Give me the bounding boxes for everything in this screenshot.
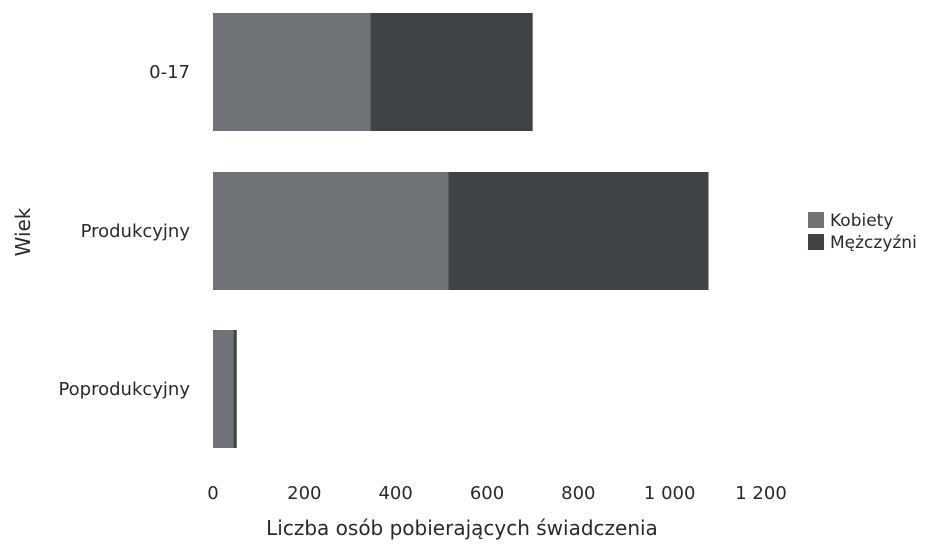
x-tick-label-3: 600 — [470, 483, 504, 504]
bar-mezczyzni-2 — [233, 330, 237, 448]
legend-swatch-1 — [808, 234, 824, 250]
category-labels: 0-17 Produkcyjny Poprodukcyjny — [58, 62, 190, 400]
bar-mezczyzni-0 — [370, 13, 533, 131]
legend-label-0: Kobiety — [830, 211, 893, 231]
category-label-1: Produkcyjny — [81, 221, 191, 242]
y-axis-title: Wiek — [11, 207, 35, 256]
x-tick-labels: 0 200 400 600 800 1 000 1 200 — [207, 483, 786, 504]
x-tick-label-2: 400 — [378, 483, 412, 504]
legend-swatch-0 — [808, 212, 824, 228]
x-tick-label-5: 1 000 — [644, 483, 696, 504]
x-tick-label-1: 200 — [287, 483, 321, 504]
x-tick-label-6: 1 200 — [735, 483, 787, 504]
category-label-2: Poprodukcyjny — [58, 379, 190, 400]
bar-kobiety-2 — [213, 330, 234, 448]
bars-layer — [213, 13, 709, 448]
legend-label-1: Mężczyźni — [830, 233, 917, 253]
bar-mezczyzni-1 — [448, 172, 709, 290]
category-label-0: 0-17 — [149, 62, 190, 83]
bar-kobiety-1 — [213, 172, 449, 290]
bar-kobiety-0 — [213, 13, 371, 131]
x-tick-label-0: 0 — [207, 483, 218, 504]
x-tick-label-4: 800 — [561, 483, 595, 504]
x-axis-title: Liczba osób pobierających świadczenia — [266, 516, 658, 540]
